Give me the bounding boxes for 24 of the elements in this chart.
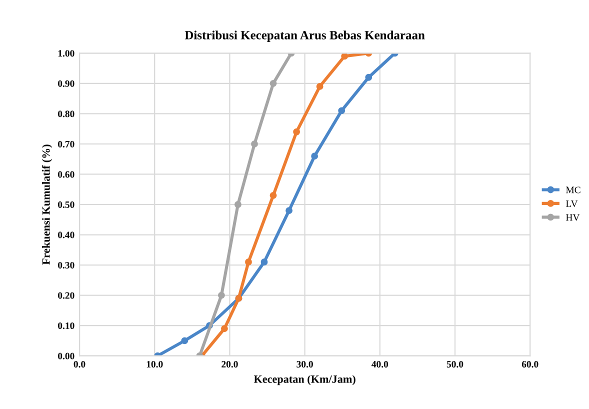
y-tick-label: 0.10	[58, 322, 74, 330]
x-axis-title: Kecepatan (Km/Jam)	[254, 375, 356, 386]
legend-label: LV	[566, 200, 578, 208]
x-tick-label: 30.0	[296, 360, 313, 368]
y-tick-label: 0.20	[58, 292, 74, 299]
y-axis-title: Frekuensi Kumulatif (%)	[42, 144, 52, 265]
y-tick-label: 0.40	[58, 232, 74, 238]
y-tick-label: 1.00	[58, 50, 74, 57]
legend-label: HV	[566, 214, 580, 221]
y-tick-label: 0.90	[58, 80, 74, 87]
x-tick-label: 60.0	[522, 360, 538, 368]
y-tick-label: 0.50	[58, 201, 74, 208]
x-tick-label: 10.0	[146, 360, 163, 368]
y-tick-label: 0.80	[58, 110, 74, 118]
y-tick-label: 0.30	[58, 262, 74, 269]
y-tick-label: 0.60	[58, 171, 74, 178]
x-tick-label: 0.0	[74, 360, 86, 368]
x-tick-label: 40.0	[372, 360, 388, 368]
x-tick-label: 20.0	[222, 360, 238, 368]
y-tick-label: 0.70	[58, 140, 74, 148]
x-tick-label: 50.0	[446, 360, 464, 368]
legend-label: MC	[566, 186, 580, 194]
chart-title: Distribusi Kecepatan Arus Bebas Kendaraan	[184, 30, 425, 42]
y-tick-label: 0.00	[58, 352, 74, 360]
